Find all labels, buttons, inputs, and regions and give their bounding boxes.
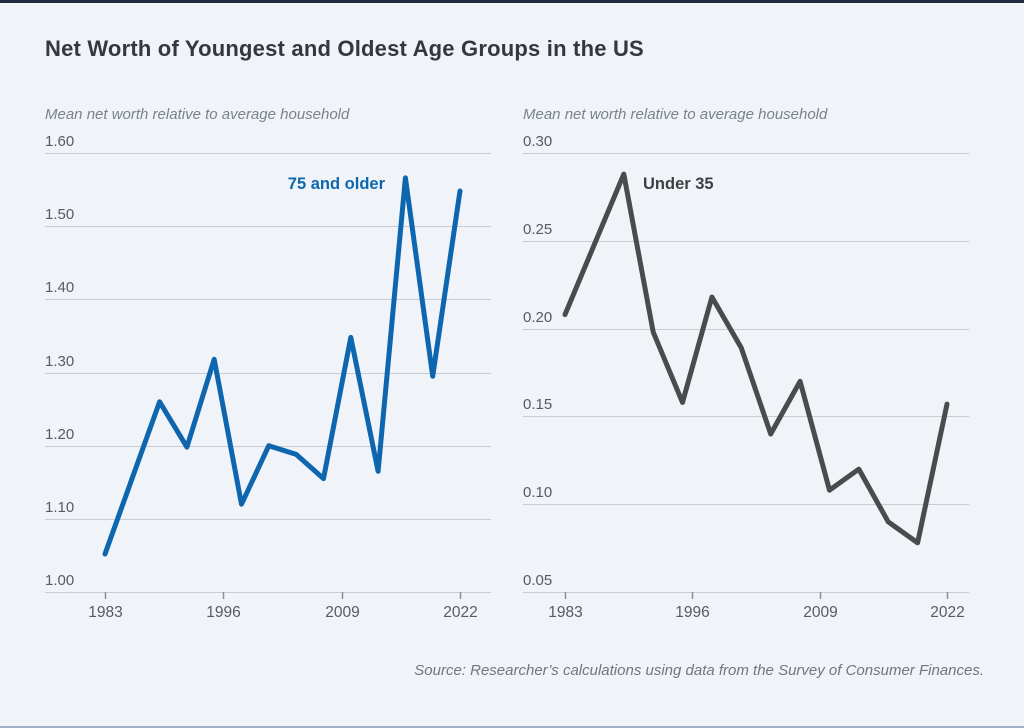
chart-subtitle-right: Mean net worth relative to average house… — [523, 106, 828, 123]
x-tick-label: 2022 — [443, 604, 477, 621]
y-tick-label: 0.20 — [523, 309, 552, 326]
x-tick-label: 1983 — [548, 604, 582, 621]
series-label: 75 and older — [288, 175, 386, 193]
chart-panel-under-35: Mean net worth relative to average house… — [523, 102, 969, 633]
x-tick-label: 1983 — [88, 604, 122, 621]
series-line — [562, 171, 950, 546]
y-tick-label: 0.05 — [523, 572, 552, 589]
y-tick-label: 1.00 — [45, 572, 74, 589]
top-accent-bar — [0, 0, 1024, 3]
y-tick-label: 0.25 — [523, 221, 552, 238]
y-tick-label: 1.50 — [45, 206, 74, 223]
chart-panel-75-and-older: Mean net worth relative to average house… — [45, 102, 491, 633]
y-tick-label: 1.30 — [45, 353, 74, 370]
x-tick-label: 1996 — [675, 604, 709, 621]
y-tick-label: 1.40 — [45, 279, 74, 296]
chart-subtitle-left: Mean net worth relative to average house… — [45, 106, 350, 123]
y-tick-label: 0.15 — [523, 396, 552, 413]
x-tick-label: 2022 — [930, 604, 964, 621]
x-tick-label: 2009 — [803, 604, 837, 621]
source-note: Source: Researcher’s calculations using … — [414, 662, 984, 679]
y-tick-label: 0.10 — [523, 484, 552, 501]
series-line — [102, 175, 463, 557]
series-label: Under 35 — [643, 175, 714, 193]
x-tick-label: 1996 — [206, 604, 240, 621]
bottom-accent-bar — [0, 726, 1024, 728]
line-chart-75-and-older: 1.60 1.50 1.40 1.30 1.20 1.10 1.00 1983 1996 2009… — [45, 133, 491, 621]
page-title: Net Worth of Youngest and Oldest Age Gro… — [45, 36, 644, 61]
line-chart-under-35: 0.30 0.25 0.20 0.15 0.10 0.05 1983 1996 2009 2022… — [523, 133, 969, 621]
y-tick-label: 1.10 — [45, 499, 74, 516]
y-tick-label: 0.30 — [523, 133, 552, 150]
x-tick-label: 2009 — [325, 604, 359, 621]
y-tick-label: 1.20 — [45, 426, 74, 443]
y-tick-label: 1.60 — [45, 133, 74, 150]
